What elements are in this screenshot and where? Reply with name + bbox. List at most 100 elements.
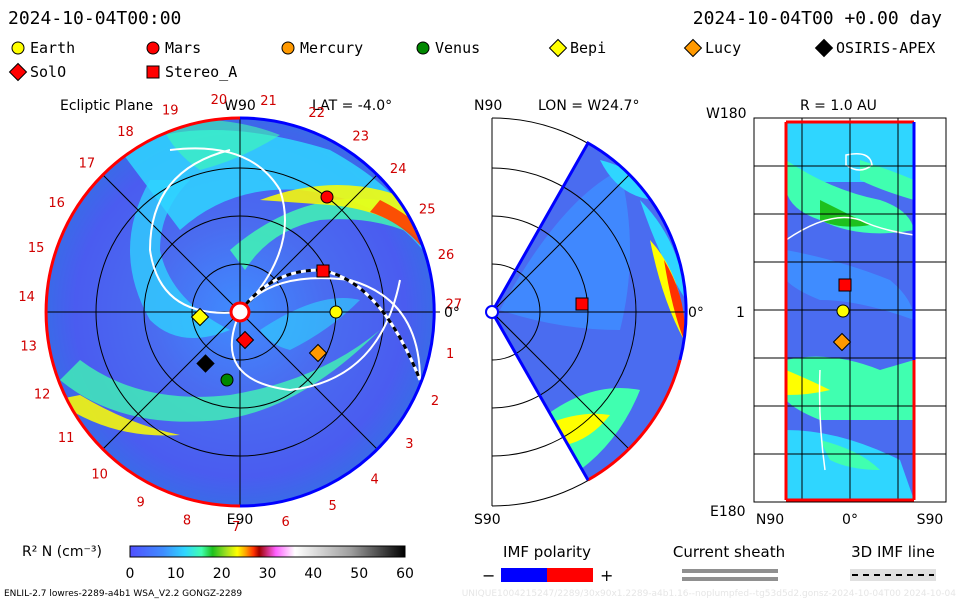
- ecliptic-title: Ecliptic Plane: [60, 98, 153, 114]
- radial-x-label-0: N90: [756, 512, 784, 528]
- legend-symbol-mars: [146, 41, 160, 55]
- carrington-label-27: 27: [446, 297, 463, 312]
- legend-label-osiris-apex: OSIRIS-APEX: [836, 39, 935, 57]
- legend-item-osiris-apex: OSIRIS-APEX: [814, 38, 935, 58]
- legend-symbol-bepi: [548, 38, 568, 58]
- legend-item-earth: Earth: [11, 39, 75, 57]
- carrington-label-24: 24: [390, 162, 407, 177]
- imf-polarity-legend: IMF polarity − +: [482, 543, 613, 585]
- radial-x-labels: N90 0° S90: [756, 512, 944, 528]
- radial-top-left: W180: [706, 106, 747, 122]
- carrington-label-8: 8: [183, 513, 191, 528]
- legend-symbol-stereo-a: [146, 65, 160, 79]
- ecliptic-bottom-label: E90: [227, 512, 254, 528]
- current-sheath-title: Current sheath: [673, 543, 785, 561]
- carrington-label-10: 10: [91, 468, 108, 483]
- colorbar-ticks: 0 10 20 30 40 50 60: [126, 566, 414, 582]
- meridional-bottom-label: S90: [474, 512, 501, 528]
- carrington-label-2: 2: [431, 394, 439, 409]
- solo-marker: [235, 330, 255, 350]
- legend-item-mercury: Mercury: [281, 39, 363, 57]
- osiris-apex-marker: [196, 354, 215, 373]
- colorbar-label: R² N (cm⁻³): [22, 544, 102, 560]
- carrington-label-23: 23: [352, 129, 369, 144]
- date-left: 2024-10-04T00:00: [8, 8, 181, 29]
- ecliptic-top-label: W90: [224, 98, 256, 114]
- footer-right: UNIQUE1004215247/2289/30x90x1.2289-a4b1.…: [462, 589, 957, 599]
- carrington-label-17: 17: [79, 157, 96, 172]
- legend-label-earth: Earth: [30, 39, 75, 57]
- imf-minus: −: [482, 566, 495, 585]
- carrington-label-21: 21: [260, 94, 277, 109]
- carrington-label-20: 20: [211, 93, 228, 108]
- carrington-label-12: 12: [34, 387, 51, 402]
- current-sheath-legend: Current sheath: [673, 543, 785, 581]
- legend-item-mars: Mars: [146, 39, 201, 57]
- radial-x-label-2: S90: [917, 512, 944, 528]
- ecliptic-polarity-pos: [44, 116, 241, 508]
- radial-grid: [753, 117, 947, 503]
- carrington-label-18: 18: [117, 125, 134, 140]
- legend-symbol-earth: [11, 41, 25, 55]
- legend-label-stereo-a: Stereo_A: [165, 63, 237, 81]
- imf-polarity-title: IMF polarity: [503, 543, 591, 561]
- meridional-top-label: N90: [474, 98, 502, 114]
- radial-stereo-a-marker: [838, 278, 852, 292]
- legend-symbol-solo: [8, 62, 28, 82]
- colorbar-tick-40: 40: [304, 566, 322, 582]
- radial-earth-marker: [836, 304, 850, 318]
- meridional-right-label: 0°: [688, 305, 704, 321]
- colorbar-tick-20: 20: [213, 566, 231, 582]
- radial-lucy-marker: [832, 332, 852, 352]
- legend-symbol-mercury: [281, 41, 295, 55]
- carrington-label-4: 4: [371, 472, 379, 487]
- colorbar-tick-50: 50: [350, 566, 368, 582]
- legend-label-solo: SolO: [30, 63, 66, 81]
- footer-left: ENLIL-2.7 lowres-2289-a4b1 WSA_V2.2 GONG…: [4, 589, 242, 599]
- mars-marker: [320, 190, 334, 204]
- carrington-label-5: 5: [329, 499, 337, 514]
- legend-label-bepi: Bepi: [570, 39, 606, 57]
- ecliptic-right-label: 0°: [444, 305, 460, 321]
- carrington-label-1: 1: [446, 347, 454, 362]
- colorbar-tick-10: 10: [167, 566, 185, 582]
- legend-item-venus: Venus: [416, 39, 480, 57]
- lucy-marker: [308, 343, 328, 363]
- bepi-marker: [190, 307, 210, 327]
- carrington-label-6: 6: [282, 515, 290, 530]
- ecliptic-panel: Ecliptic Plane W90 LAT = -4.0°: [18, 93, 462, 535]
- legend-symbol-osiris-apex: [814, 38, 834, 58]
- colorbar-tick-30: 30: [259, 566, 277, 582]
- carrington-label-22: 22: [308, 106, 325, 121]
- radial-x-label-1: 0°: [842, 512, 858, 528]
- meridional-panel: N90 LON = W24.7° 0° S90: [474, 98, 704, 528]
- legend-item-solo: SolO: [8, 62, 66, 82]
- meridional-grid: [491, 117, 687, 507]
- imf-line-title: 3D IMF line: [851, 543, 935, 561]
- carrington-label-14: 14: [18, 290, 35, 305]
- imf-line-legend: 3D IMF line: [850, 543, 936, 581]
- imf-neg-swatch: [501, 568, 547, 582]
- legend-item-lucy: Lucy: [683, 38, 741, 58]
- meridional-lon-label: LON = W24.7°: [538, 98, 639, 114]
- legend-label-mercury: Mercury: [300, 39, 363, 57]
- radial-r-label: R = 1.0 AU: [800, 98, 877, 114]
- radial-bottom-left: E180: [710, 504, 746, 520]
- carrington-label-15: 15: [28, 241, 45, 256]
- radial-mid-left: 1: [736, 305, 745, 321]
- earth-marker: [329, 305, 343, 319]
- colorbar-tick-0: 0: [126, 566, 135, 582]
- carrington-label-19: 19: [162, 104, 179, 119]
- imf-plus: +: [600, 566, 613, 585]
- legend-label-lucy: Lucy: [705, 39, 741, 57]
- sun-marker: [229, 301, 251, 323]
- imf-pos-swatch: [547, 568, 593, 582]
- carrington-label-7: 7: [232, 520, 240, 535]
- venus-marker: [220, 373, 234, 387]
- carrington-label-13: 13: [20, 340, 37, 355]
- carrington-label-11: 11: [58, 431, 75, 446]
- legend-symbol-lucy: [683, 38, 703, 58]
- legend-item-bepi: Bepi: [548, 38, 606, 58]
